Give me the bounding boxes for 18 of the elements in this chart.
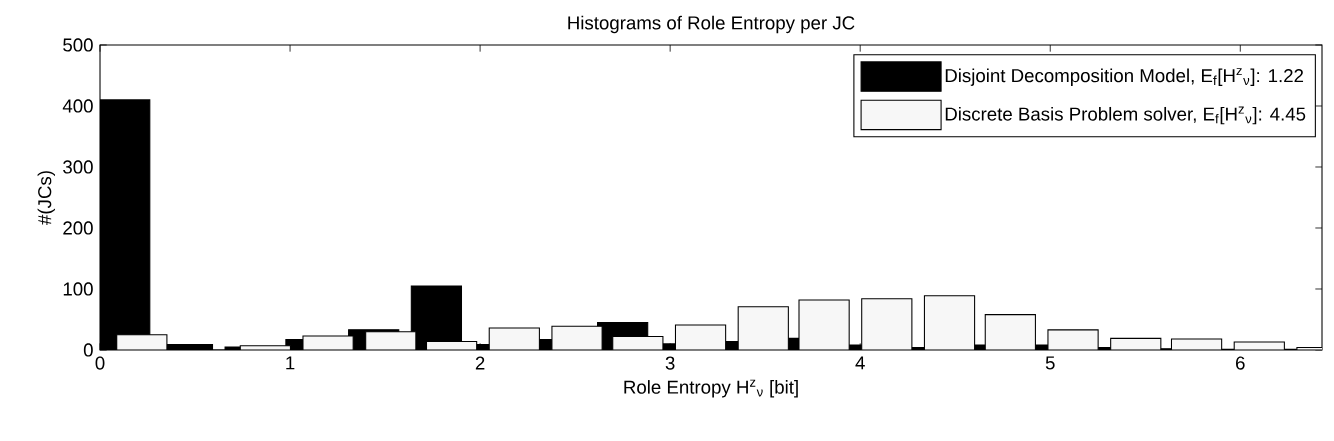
y-tick-label: 300 (63, 160, 93, 174)
y-axis-title: #(JCs) (37, 171, 56, 225)
x-tick-label: 1 (286, 356, 295, 370)
x-tick-label: 3 (665, 356, 675, 370)
chart-title: Histograms of Role Entropy per JC (568, 15, 855, 34)
legend-label: Discrete Basis Problem solver, E$_{f}$[H$^{z}$$_{ν}$]: 4.45 (945, 106, 1306, 125)
x-axis-title: Role Entropy H$^{z}$$_{ν}$ [bit] (624, 379, 798, 398)
x-tick-label: 6 (1236, 356, 1245, 370)
x-tick-label: 2 (475, 356, 485, 370)
x-tick-label: 5 (1045, 356, 1055, 370)
legend-label: Disjoint Decomposition Model, E$_{f}$[H$^{z}$$_{ν}$]: 1.22 (945, 68, 1304, 86)
x-tick-label: 4 (855, 356, 865, 370)
y-tick-label: 400 (62, 99, 93, 113)
y-tick-label: 200 (63, 221, 93, 235)
x-tick-label: 0 (95, 356, 105, 370)
y-tick-label: 100 (63, 282, 93, 296)
y-tick-label: 500 (63, 38, 93, 52)
y-tick-label: 0 (83, 343, 93, 357)
